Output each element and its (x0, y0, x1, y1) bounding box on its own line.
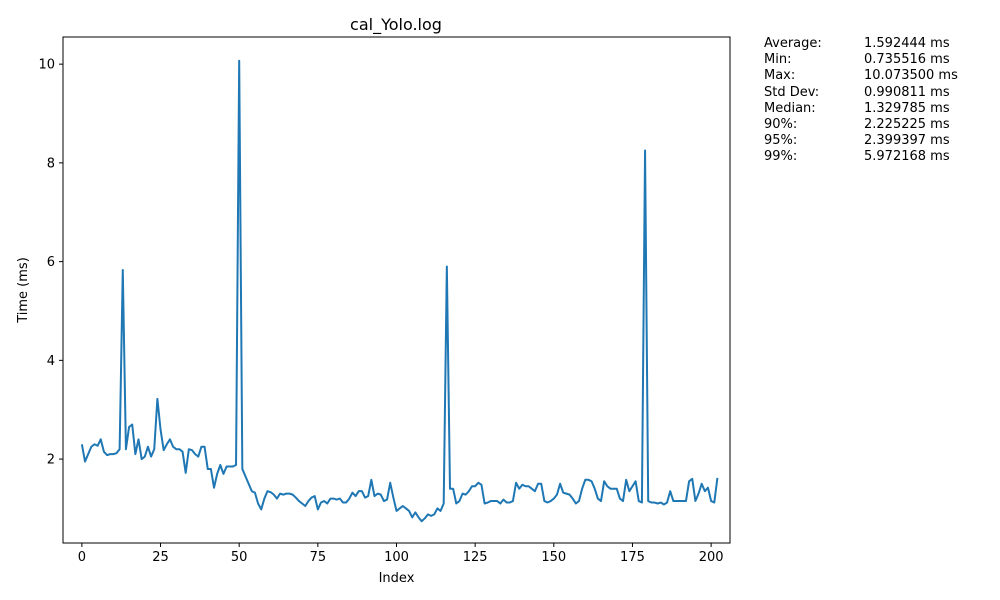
series-line (80, 59, 719, 523)
stat-min: Min: 0.735516 ms (764, 52, 958, 68)
stat-value: 1.329785 ms (864, 100, 950, 116)
x-tick-label: 50 (231, 550, 248, 565)
x-tick-label: 150 (541, 550, 566, 565)
y-tick-label: 8 (47, 156, 55, 171)
x-tick-label: 25 (152, 550, 169, 565)
stat-label: Std Dev: (764, 84, 820, 100)
stat-label: 90%: (764, 117, 798, 133)
stat-p90: 90%: 2.225225 ms (764, 117, 958, 133)
stat-value: 10.073500 ms (864, 68, 958, 84)
stat-label: Average: (764, 36, 822, 51)
x-tick-label: 75 (310, 550, 327, 565)
stat-value: 2.399397 ms (864, 133, 950, 149)
stat-value: 0.990811 ms (864, 84, 950, 100)
plot-frame (62, 36, 731, 544)
x-tick-label: 125 (463, 550, 488, 565)
stat-value: 1.592444 ms (864, 36, 950, 51)
stat-label: 95%: (764, 133, 798, 149)
chart-title: cal_Yolo.log (350, 15, 442, 35)
x-tick-label: 100 (384, 550, 409, 565)
stat-median: Median: 1.329785 ms (764, 101, 958, 117)
x-tick-label: 175 (620, 550, 645, 565)
stat-value: 0.735516 ms (864, 52, 950, 68)
y-tick-label: 10 (38, 58, 55, 73)
stat-max: Max: 10.073500 ms (764, 68, 958, 84)
stat-std-dev: Std Dev: 0.990811 ms (764, 85, 958, 101)
y-tick-label: 6 (47, 255, 55, 270)
stat-label: Max: (764, 68, 796, 84)
y-tick-label: 4 (47, 354, 55, 369)
stat-value: 5.972168 ms (864, 149, 950, 165)
x-tick-label: 0 (78, 550, 86, 565)
stat-label: Min: (764, 52, 792, 68)
stat-label: 99%: (764, 149, 798, 165)
stats-panel: Average: 1.592444 ms Min: 0.735516 ms Max:… (764, 36, 958, 166)
stat-value: 2.225225 ms (864, 117, 950, 133)
stat-p95: 95%: 2.399397 ms (764, 133, 958, 149)
stat-average: Average: 1.592444 ms (764, 36, 958, 52)
stat-p99: 99%: 5.972168 ms (764, 149, 958, 165)
axis-ticks: 0 25 50 75 100 125 150 175 200 2 4 6 8 10 (38, 58, 723, 565)
y-axis-label: Time (ms) (16, 257, 31, 324)
stat-label: Median: (764, 100, 816, 116)
x-axis-label: Index (379, 571, 415, 586)
x-tick-label: 200 (699, 550, 724, 565)
y-tick-label: 2 (47, 453, 55, 468)
